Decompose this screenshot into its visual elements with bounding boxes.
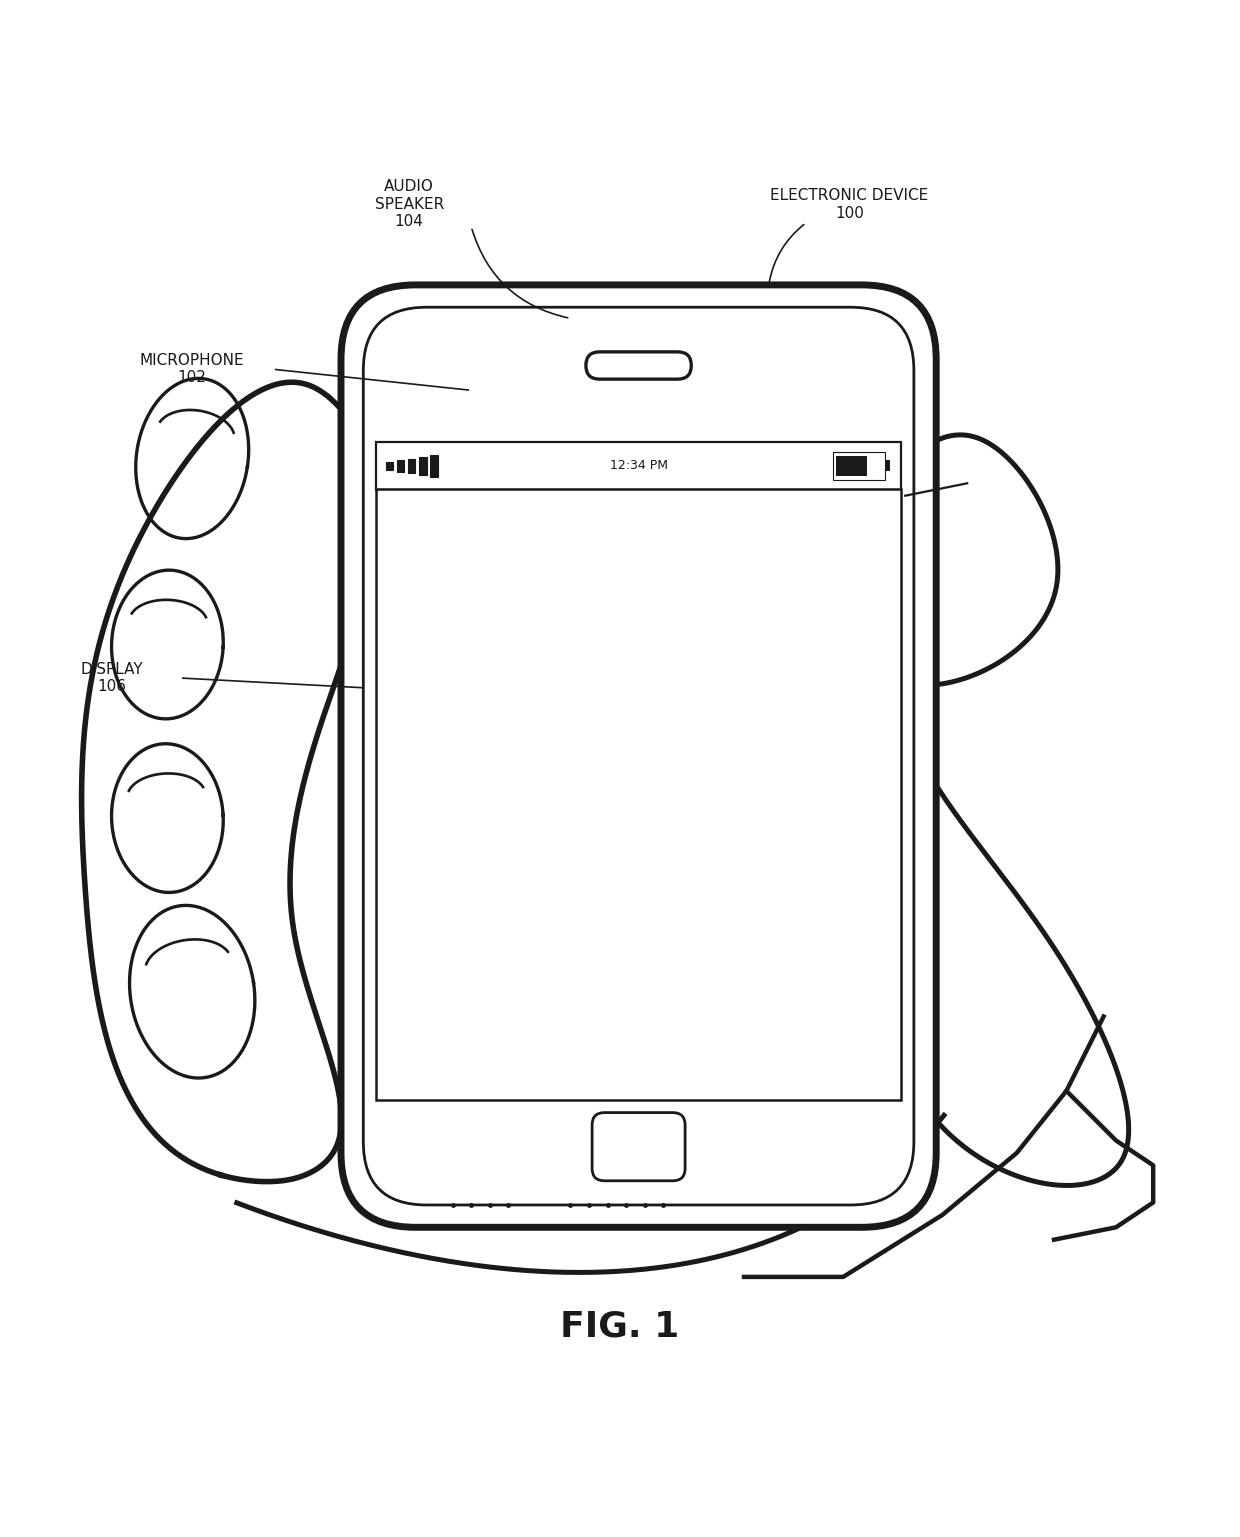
Text: AUDIO
SPEAKER
104: AUDIO SPEAKER 104 xyxy=(374,180,444,229)
Bar xyxy=(430,455,438,476)
Bar xyxy=(386,463,393,470)
Bar xyxy=(408,458,415,473)
Bar xyxy=(397,461,404,472)
FancyBboxPatch shape xyxy=(593,1113,684,1180)
Bar xyxy=(836,456,867,476)
Text: ELECTRONIC DEVICE
100: ELECTRONIC DEVICE 100 xyxy=(770,188,929,220)
Bar xyxy=(419,456,427,475)
Bar xyxy=(376,443,901,489)
Text: 12:34 PM: 12:34 PM xyxy=(610,460,667,472)
Bar xyxy=(833,452,885,480)
FancyBboxPatch shape xyxy=(587,352,692,380)
Bar xyxy=(885,461,890,472)
FancyBboxPatch shape xyxy=(341,284,936,1228)
Text: FIG. 1: FIG. 1 xyxy=(560,1310,680,1343)
Text: DISPLAY
106: DISPLAY 106 xyxy=(81,662,143,695)
Bar xyxy=(376,489,901,1099)
Text: MICROPHONE
102: MICROPHONE 102 xyxy=(140,354,244,386)
